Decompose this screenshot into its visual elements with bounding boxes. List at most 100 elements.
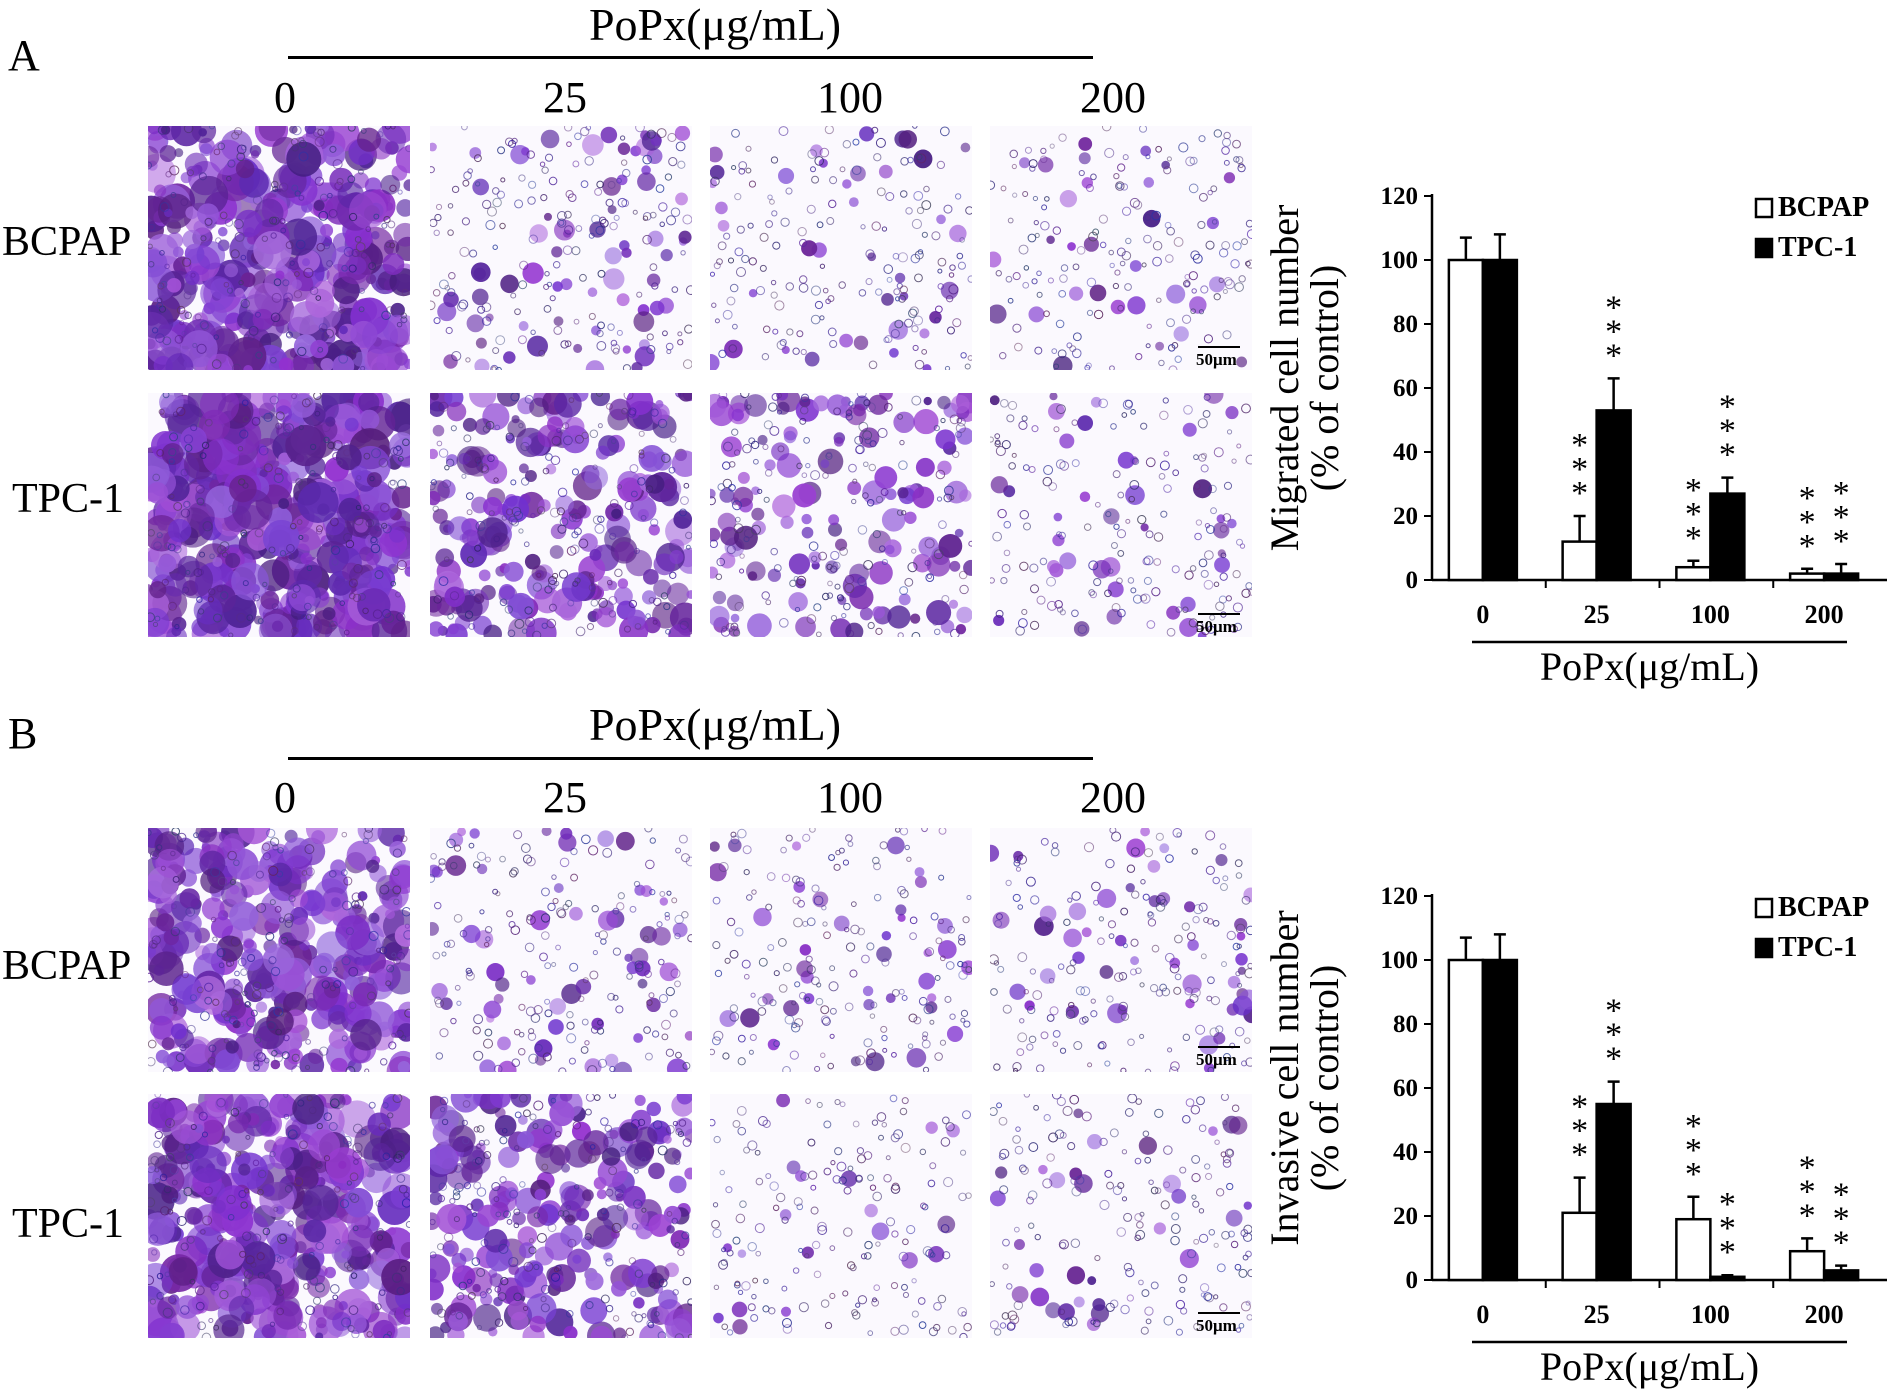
micrograph-b-tpc1-0 (148, 1094, 410, 1338)
error-bar (1721, 476, 1734, 494)
bar-bcpap-25 (1561, 540, 1598, 582)
panel-letter-b: B (8, 709, 38, 758)
bar-bcpap-200 (1788, 1249, 1826, 1282)
error-bar (1459, 236, 1472, 260)
significance-marker: * * * (1605, 289, 1622, 374)
panel-b-header-line (288, 757, 1093, 760)
panel-b-dose-100: 100 (817, 773, 883, 822)
x-tick-label: 25 (1584, 1300, 1610, 1329)
significance-marker: * * * (1799, 480, 1816, 565)
y-axis-label: Migrated cell number (1262, 205, 1307, 552)
legend-label-tpc-1: TPC-1 (1778, 932, 1857, 963)
scale-label-b-1: 50μm (1196, 1050, 1237, 1069)
micrograph-b-bcpap-200 (990, 828, 1252, 1072)
significance-marker: * * * (1799, 1149, 1816, 1234)
legend-swatch-bcpap (1754, 197, 1774, 219)
y-tick-label: 0 (1406, 1267, 1419, 1294)
scale-bar-b-1 (1198, 1046, 1240, 1048)
bar-bcpap-25 (1561, 1211, 1598, 1282)
micrograph-a-tpc1-25 (430, 393, 692, 637)
significance-marker: * * * (1833, 475, 1850, 560)
panel-a-row-bcpap: BCPAP (2, 219, 132, 265)
legend-swatch-tpc-1 (1754, 937, 1774, 959)
y-tick-label: 40 (1393, 1139, 1418, 1166)
panel-a-dose-0: 0 (274, 73, 296, 122)
y-tick-label: 100 (1381, 947, 1419, 974)
error-bar (1835, 1264, 1848, 1271)
error-bar (1573, 514, 1586, 542)
legend-label-bcpap: BCPAP (1778, 892, 1869, 923)
scale-bar-a-2 (1198, 613, 1240, 615)
micrograph-b-tpc1-100 (710, 1094, 972, 1338)
panel-a-header-line (288, 56, 1093, 59)
micrograph-a-tpc1-200 (990, 393, 1252, 637)
error-bar (1801, 1237, 1814, 1252)
y-tick-label: 100 (1381, 247, 1419, 274)
micrograph-a-bcpap-100 (710, 126, 972, 370)
panel-a-dose-100: 100 (817, 73, 883, 122)
error-bar (1607, 377, 1620, 411)
y-tick-label: 40 (1393, 439, 1418, 466)
y-tick-label: 120 (1381, 183, 1419, 210)
y-tick-label: 20 (1393, 1203, 1418, 1230)
bar-tpc-1-200 (1822, 572, 1860, 582)
micrograph-b-tpc1-200 (990, 1094, 1252, 1338)
scale-label-b-2: 50μm (1196, 1316, 1237, 1335)
error-bar (1459, 936, 1472, 960)
bar-tpc-1-200 (1822, 1269, 1860, 1282)
scale-label-a-1: 50μm (1196, 350, 1237, 369)
scale-label-a-2: 50μm (1196, 617, 1237, 636)
error-bar (1607, 1080, 1620, 1104)
x-tick-label: 100 (1691, 600, 1730, 629)
error-bar (1573, 1176, 1586, 1213)
x-tick-label: 25 (1584, 600, 1610, 629)
bar-tpc-1-100 (1709, 1275, 1746, 1282)
legend-label-tpc-1: TPC-1 (1778, 232, 1857, 263)
panel-a-dose-25: 25 (543, 73, 587, 122)
y-axis-label: Invasive cell number (1262, 910, 1307, 1245)
panel-b-row-bcpap: BCPAP (2, 943, 132, 989)
significance-marker: * * * (1571, 1089, 1588, 1174)
x-tick-label: 100 (1691, 1300, 1730, 1329)
panel-a-dose-200: 200 (1080, 73, 1146, 122)
error-bar (1493, 933, 1506, 960)
y-tick-label: 60 (1393, 1075, 1418, 1102)
significance-marker: * * * (1833, 1177, 1850, 1262)
bar-bcpap-0 (1447, 958, 1485, 1282)
y-tick-label: 80 (1393, 311, 1418, 338)
significance-marker: * * * (1571, 427, 1588, 512)
panel-b-row-tpc1: TPC-1 (12, 1201, 125, 1247)
bar-bcpap-100 (1675, 1217, 1712, 1282)
x-axis-label: PoPx(μg/mL) (1540, 1344, 1759, 1389)
y-axis-label: (% of control) (1302, 265, 1347, 492)
legend-swatch-tpc-1 (1754, 237, 1774, 259)
x-tick-label: 0 (1476, 600, 1489, 629)
error-bar (1801, 567, 1814, 574)
micrograph-a-bcpap-25 (430, 126, 692, 370)
scale-bar-b-2 (1198, 1312, 1240, 1314)
panel-b-dose-0: 0 (274, 773, 296, 822)
micrograph-b-tpc1-25 (430, 1094, 692, 1338)
error-bar (1687, 559, 1700, 568)
bar-tpc-1-0 (1481, 958, 1519, 1282)
panel-b-header: PoPx(μg/mL) (588, 699, 842, 750)
x-axis-label: PoPx(μg/mL) (1540, 644, 1759, 689)
y-axis-label: (% of control) (1302, 965, 1347, 1192)
chart-migration: 0 20 40 60 80 100 120 Migrated cell number (% of… (1260, 170, 1890, 690)
micrograph-a-tpc1-0 (148, 393, 410, 637)
legend-label-bcpap: BCPAP (1778, 192, 1869, 223)
y-tick-label: 120 (1381, 883, 1419, 910)
panel-b-dose-25: 25 (543, 773, 587, 822)
panel-letter-a: A (8, 31, 40, 80)
micrograph-b-bcpap-0 (148, 828, 410, 1072)
scale-bar-a-1 (1198, 346, 1240, 348)
micrograph-a-bcpap-200 (990, 126, 1252, 370)
y-tick-label: 20 (1393, 503, 1418, 530)
legend-swatch-bcpap (1754, 897, 1774, 919)
x-tick-label: 200 (1805, 600, 1844, 629)
significance-marker: * * * (1685, 472, 1702, 557)
error-bar (1835, 562, 1848, 574)
bar-tpc-1-25 (1595, 409, 1632, 582)
error-bar (1687, 1195, 1700, 1220)
panel-b-dose-200: 200 (1080, 773, 1146, 822)
